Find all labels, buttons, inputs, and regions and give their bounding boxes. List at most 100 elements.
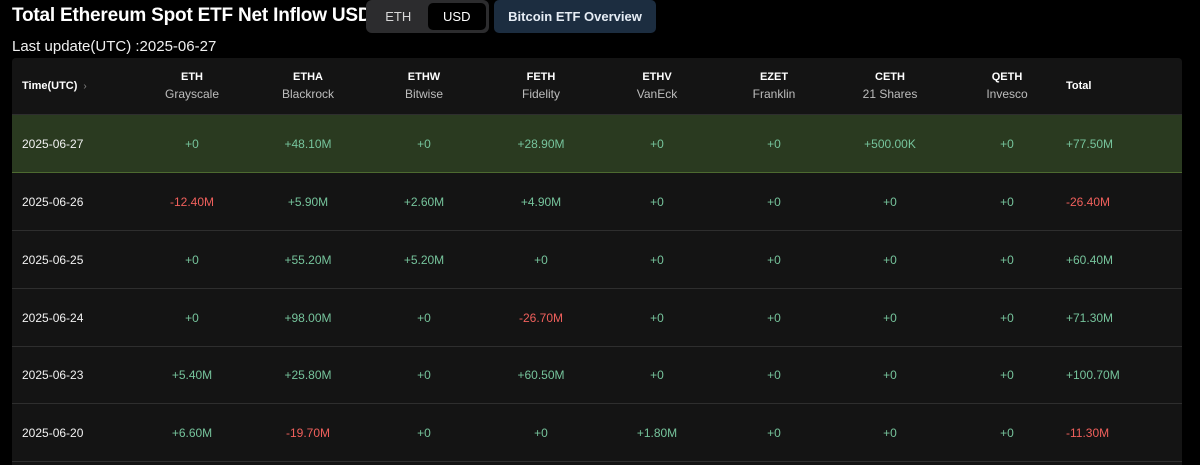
flow-value-eth: +5.40M	[171, 367, 213, 382]
flow-value-etha: +25.80M	[284, 367, 332, 382]
flow-value-ethw: +0	[417, 136, 431, 151]
flow-value-feth: +0	[534, 425, 548, 440]
flow-value-eth: -12.40M	[169, 194, 215, 209]
flow-value-ethw: +5.20M	[403, 252, 445, 267]
page-title: Total Ethereum Spot ETF Net Inflow USD	[12, 5, 372, 26]
row-total: +71.30M	[1066, 310, 1114, 325]
total-header-label: Total	[1066, 80, 1092, 92]
column-header-code: ETH	[181, 70, 203, 83]
table-header-row: Time(UTC) › ETH Grayscale ETHA Blackrock ETH…	[12, 58, 1182, 115]
flow-value-ethw: +2.60M	[403, 194, 445, 209]
column-header-ethw[interactable]: ETHW Bitwise	[369, 58, 479, 114]
time-header-label: Time(UTC)	[22, 80, 78, 92]
column-header-qeth[interactable]: QETH Invesco	[952, 58, 1062, 114]
table-row[interactable]: 2025-06-25 +0 +55.20M +5.20M +0 +0 +0 +0 +0 +60.4…	[12, 231, 1182, 289]
flow-value-ezet: +0	[767, 252, 781, 267]
flow-value-eth: +0	[185, 252, 199, 267]
flow-value-eth: +0	[185, 136, 199, 151]
flow-value-ethv: +0	[650, 252, 664, 267]
toggle-usd-button[interactable]: USD	[427, 3, 486, 30]
flow-value-etha: +48.10M	[284, 136, 332, 151]
flow-value-ethw: +0	[417, 425, 431, 440]
column-header-issuer: 21 Shares	[862, 86, 918, 101]
column-header-issuer: Invesco	[986, 86, 1028, 101]
flow-value-feth: +0	[534, 252, 548, 267]
row-total: -26.40M	[1066, 194, 1111, 209]
flow-value-qeth: +0	[1000, 367, 1014, 382]
flow-value-ethv: +1.80M	[636, 425, 678, 440]
column-header-eth[interactable]: ETH Grayscale	[137, 58, 247, 114]
flow-value-eth: +6.60M	[171, 425, 213, 440]
row-date: 2025-06-25	[22, 252, 84, 267]
flow-value-feth: +60.50M	[517, 367, 565, 382]
row-date: 2025-06-23	[22, 367, 84, 382]
table-row[interactable]: 2025-06-27 +0 +48.10M +0 +28.90M +0 +0 +500.00K…	[12, 115, 1182, 173]
table-row[interactable]: 2025-06-26 -12.40M +5.90M +2.60M +4.90M +0 +0 +…	[12, 173, 1182, 231]
column-header-code: ETHA	[293, 70, 323, 83]
flow-value-qeth: +0	[1000, 425, 1014, 440]
flow-value-etha: +55.20M	[284, 252, 332, 267]
column-header-issuer: Grayscale	[164, 86, 220, 101]
flow-value-etha: +5.90M	[287, 194, 329, 209]
row-total: -11.30M	[1066, 425, 1110, 440]
flow-value-qeth: +0	[1000, 136, 1014, 151]
row-total: +100.70M	[1066, 367, 1120, 382]
flow-value-qeth: +0	[1000, 194, 1014, 209]
unit-toggle: ETH USD	[366, 0, 489, 33]
flow-value-ezet: +0	[767, 367, 781, 382]
flow-value-etha: +98.00M	[284, 310, 332, 325]
table-row[interactable]: 2025-06-20 +6.60M -19.70M +0 +0 +1.80M +0 +0 +0 -…	[12, 404, 1182, 462]
column-header-feth[interactable]: FETH Fidelity	[486, 58, 596, 114]
column-header-issuer: Blackrock	[281, 86, 334, 101]
last-update-text: Last update(UTC) :2025-06-27	[12, 38, 217, 55]
table-row[interactable]: 2025-06-23 +5.40M +25.80M +0 +60.50M +0 +0 +0 +0…	[12, 346, 1182, 404]
flow-value-qeth: +0	[1000, 252, 1014, 267]
flow-value-ethv: +0	[650, 194, 664, 209]
flow-value-feth: +28.90M	[517, 136, 565, 151]
column-header-etha[interactable]: ETHA Blackrock	[253, 58, 363, 114]
flow-value-ethv: +0	[650, 136, 664, 151]
flow-value-ceth: +0	[883, 367, 897, 382]
flow-value-ethv: +0	[650, 367, 664, 382]
flow-value-ceth: +500.00K	[864, 136, 916, 151]
flow-value-ezet: +0	[767, 425, 781, 440]
flow-value-ceth: +0	[883, 194, 897, 209]
flow-value-ethv: +0	[650, 310, 664, 325]
flow-value-ezet: +0	[767, 136, 781, 151]
column-header-code: CETH	[875, 70, 905, 83]
flow-value-qeth: +0	[1000, 310, 1014, 325]
flow-value-ceth: +0	[883, 252, 897, 267]
etf-flow-table: Time(UTC) › ETH Grayscale ETHA Blackrock ETH…	[12, 58, 1182, 465]
row-total: +77.50M	[1066, 136, 1114, 151]
flow-value-etha: -19.70M	[285, 425, 331, 440]
flow-value-feth: -26.70M	[518, 310, 564, 325]
row-date: 2025-06-26	[22, 194, 84, 209]
column-header-issuer: VanEck	[636, 86, 678, 101]
total-column-header[interactable]: Total	[1066, 58, 1091, 114]
row-date: 2025-06-20	[22, 425, 84, 440]
column-header-ezet[interactable]: EZET Franklin	[719, 58, 829, 114]
column-header-issuer: Fidelity	[521, 86, 560, 101]
row-date: 2025-06-24	[22, 310, 84, 325]
time-column-header[interactable]: Time(UTC) ›	[22, 58, 87, 114]
flow-value-ethw: +0	[417, 367, 431, 382]
flow-value-ceth: +0	[883, 425, 897, 440]
column-header-code: EZET	[759, 70, 789, 83]
flow-value-ethw: +0	[417, 310, 431, 325]
flow-value-ezet: +0	[767, 310, 781, 325]
row-total: +60.40M	[1066, 252, 1114, 267]
flow-value-ezet: +0	[767, 194, 781, 209]
column-header-issuer: Franklin	[752, 86, 796, 101]
toggle-eth-button[interactable]: ETH	[385, 9, 412, 24]
row-date: 2025-06-27	[22, 136, 84, 151]
column-header-ethv[interactable]: ETHV VanEck	[602, 58, 712, 114]
bitcoin-etf-overview-button[interactable]: Bitcoin ETF Overview	[494, 0, 656, 33]
flow-value-feth: +4.90M	[520, 194, 562, 209]
column-header-ceth[interactable]: CETH 21 Shares	[835, 58, 945, 114]
column-header-issuer: Bitwise	[404, 86, 443, 101]
column-header-code: ETHV	[642, 70, 672, 83]
flow-value-ceth: +0	[883, 310, 897, 325]
table-row[interactable]: 2025-06-24 +0 +98.00M +0 -26.70M +0 +0 +0 +0 +71.…	[12, 289, 1182, 347]
sort-icon: ›	[83, 80, 87, 92]
column-header-code: QETH	[991, 70, 1023, 83]
